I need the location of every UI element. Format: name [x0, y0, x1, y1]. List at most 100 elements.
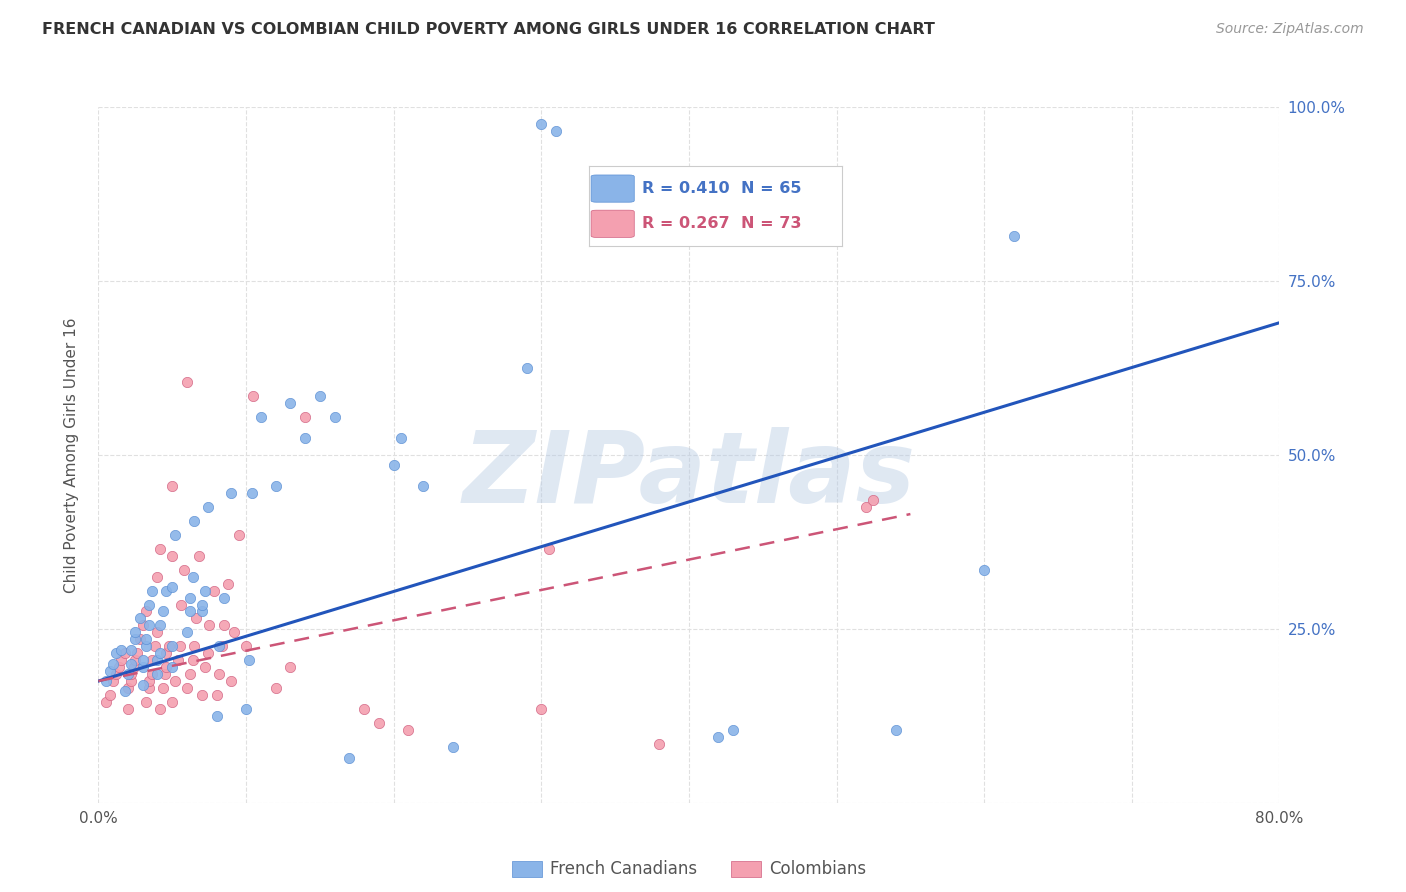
Point: [135, 695, 157, 709]
Point: [884, 723, 907, 737]
Point: [162, 549, 183, 563]
Point: [149, 618, 172, 632]
Point: [181, 570, 204, 584]
Point: [117, 702, 139, 716]
Point: [128, 611, 150, 625]
Point: [294, 431, 316, 445]
Y-axis label: Child Poverty Among Girls Under 16: Child Poverty Among Girls Under 16: [65, 318, 79, 592]
Point: [278, 396, 302, 410]
Point: [149, 702, 172, 716]
Point: [219, 486, 242, 500]
Point: [110, 642, 132, 657]
Point: [1002, 228, 1025, 243]
Point: [208, 667, 231, 681]
Point: [162, 639, 183, 653]
Point: [242, 389, 264, 403]
Point: [648, 737, 671, 751]
Point: [132, 653, 155, 667]
Point: [94, 695, 117, 709]
Point: [973, 563, 995, 577]
Point: [138, 618, 160, 632]
Point: [862, 493, 884, 508]
Point: [181, 653, 204, 667]
Point: [176, 681, 198, 695]
Point: [537, 541, 560, 556]
Point: [515, 360, 537, 375]
Point: [228, 528, 250, 542]
Point: [152, 681, 174, 695]
Point: [173, 563, 195, 577]
Text: R = 0.267: R = 0.267: [643, 216, 730, 231]
Point: [94, 674, 117, 689]
Point: [382, 458, 405, 473]
FancyBboxPatch shape: [591, 175, 634, 202]
Point: [179, 591, 201, 605]
Legend: French Canadians, Colombians: French Canadians, Colombians: [505, 854, 873, 885]
Point: [855, 500, 877, 514]
Point: [103, 657, 125, 671]
Point: [212, 591, 235, 605]
Point: [117, 681, 139, 695]
Point: [157, 639, 180, 653]
Text: R = 0.410: R = 0.410: [643, 181, 730, 196]
Point: [723, 723, 745, 737]
Point: [170, 598, 193, 612]
Point: [138, 674, 160, 689]
Point: [98, 664, 121, 678]
Point: [707, 730, 730, 744]
Point: [187, 549, 209, 563]
Point: [105, 667, 128, 681]
Point: [146, 667, 169, 681]
Point: [135, 639, 157, 653]
Text: FRENCH CANADIAN VS COLOMBIAN CHILD POVERTY AMONG GIRLS UNDER 16 CORRELATION CHAR: FRENCH CANADIAN VS COLOMBIAN CHILD POVER…: [42, 22, 935, 37]
Point: [191, 598, 214, 612]
Point: [162, 580, 183, 594]
Point: [530, 117, 553, 131]
Point: [152, 605, 174, 619]
Point: [128, 632, 150, 647]
Point: [114, 684, 136, 698]
Point: [217, 576, 239, 591]
Point: [179, 605, 201, 619]
Point: [212, 618, 235, 632]
Point: [240, 486, 263, 500]
Point: [183, 639, 205, 653]
Point: [149, 646, 172, 660]
Point: [191, 688, 214, 702]
Point: [264, 479, 287, 493]
Point: [120, 674, 142, 689]
Point: [108, 660, 131, 674]
Point: [208, 639, 231, 653]
Point: [323, 409, 346, 424]
Point: [184, 611, 207, 625]
Point: [155, 660, 177, 674]
Point: [202, 583, 225, 598]
Point: [153, 667, 176, 681]
Point: [441, 740, 464, 755]
Point: [238, 653, 260, 667]
Point: [167, 653, 190, 667]
Point: [264, 681, 287, 695]
Point: [546, 124, 568, 138]
Text: N = 65: N = 65: [741, 181, 801, 196]
Point: [132, 677, 155, 691]
Point: [141, 583, 163, 598]
Text: Source: ZipAtlas.com: Source: ZipAtlas.com: [1216, 22, 1364, 37]
Point: [353, 702, 375, 716]
Point: [135, 605, 157, 619]
Point: [235, 639, 257, 653]
Point: [122, 660, 145, 674]
Point: [124, 632, 146, 647]
Point: [530, 702, 553, 716]
Point: [143, 639, 166, 653]
Point: [146, 653, 169, 667]
Point: [339, 750, 360, 764]
Point: [124, 625, 146, 640]
Point: [162, 479, 183, 493]
Point: [155, 583, 177, 598]
Point: [162, 695, 183, 709]
Point: [412, 479, 434, 493]
Text: N = 73: N = 73: [741, 216, 801, 231]
Point: [120, 642, 142, 657]
Point: [120, 657, 142, 671]
